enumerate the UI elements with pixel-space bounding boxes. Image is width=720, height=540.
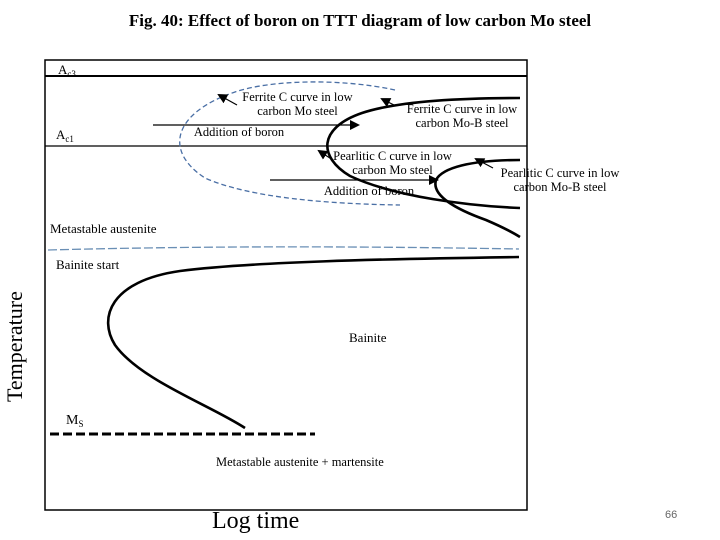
figure-title: Fig. 40: Effect of boron on TTT diagram …: [128, 11, 592, 30]
ac3-label-sub: c3: [67, 69, 76, 79]
pearlitic-mob-label-line2: carbon Mo-B steel: [513, 179, 607, 194]
bainite-label: Bainite: [349, 330, 387, 345]
ferrite-mo-label-line1: Ferrite C curve in low: [242, 90, 353, 104]
bainite-c-curve: [106, 255, 520, 430]
metastable-austenite-label: Metastable austenite: [50, 221, 157, 236]
ac3-label-main: A: [58, 62, 68, 77]
ferrite-mob-label: Ferrite C curve in low carbon Mo-B steel: [392, 102, 532, 131]
metastable-boundary-line: [47, 246, 520, 251]
ferrite-mo-label-line2: carbon Mo steel: [257, 103, 338, 118]
mob-ferrite-c-curve: [326, 96, 521, 210]
pearlitic-mo-label-line2: carbon Mo steel: [352, 162, 433, 177]
pearlitic-mob-label: Pearlitic C curve in low carbon Mo-B ste…: [485, 166, 635, 195]
pearlitic-mo-label: Pearlitic C curve in low carbon Mo steel: [315, 149, 470, 178]
page-number: 66: [665, 509, 678, 521]
addition-of-boron-top-label: Addition of boron: [193, 125, 285, 139]
ac1-label-sub: c1: [65, 134, 74, 144]
ms-label-sub: S: [78, 419, 84, 429]
mo-steel-c-curve: [179, 81, 401, 206]
arrow-ferrite-mob: [380, 98, 397, 108]
ac3-label: Ac3: [58, 63, 76, 79]
y-axis-label: Temperature: [2, 291, 27, 402]
bainite-start-label: Bainite start: [56, 257, 120, 272]
metastable-martensite-label: Metastable austenite + martensite: [216, 455, 384, 469]
pearlitic-mo-label-line1: Pearlitic C curve in low: [333, 149, 452, 163]
ac1-label: Ac1: [56, 128, 74, 144]
ms-label-main: M: [66, 413, 79, 428]
arrow-pearlitic-mob: [474, 158, 494, 169]
ferrite-mob-label-line2: carbon Mo-B steel: [415, 115, 509, 130]
ferrite-mo-label: Ferrite C curve in low carbon Mo steel: [215, 90, 380, 119]
arrow-pearlitic-mo: [317, 149, 334, 161]
ferrite-mob-label-line1: Ferrite C curve in low: [406, 102, 518, 116]
mob-pearlitic-c-curve: [434, 158, 521, 239]
pearlitic-mob-label-line1: Pearlitic C curve in low: [500, 166, 620, 180]
ac1-label-main: A: [56, 127, 66, 142]
arrow-ferrite-mo: [217, 94, 238, 106]
addition-of-boron-mid-label: Addition of boron: [323, 184, 415, 198]
x-axis-label: Log time: [212, 508, 300, 534]
plot-frame: [44, 59, 528, 511]
ms-label: MS: [66, 414, 83, 429]
